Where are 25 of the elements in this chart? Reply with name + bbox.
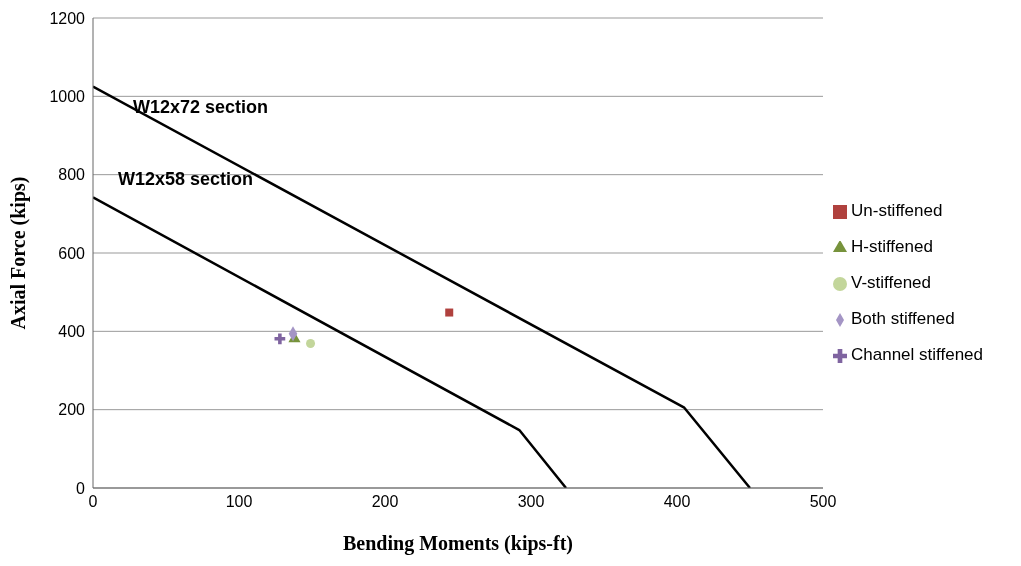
legend-label: Channel stiffened — [850, 345, 983, 364]
x-axis-title: Bending Moments (kips-ft) — [342, 532, 573, 555]
x-tick-label: 200 — [371, 493, 399, 511]
point — [306, 338, 316, 348]
x-tick-label: 400 — [663, 493, 691, 511]
y-tick-label: 400 — [58, 323, 86, 341]
legend-label: Both stiffened — [850, 309, 955, 328]
x-tick-label: 500 — [809, 493, 837, 511]
x-tick-label: 300 — [517, 493, 545, 511]
legend-label: H-stiffened — [850, 237, 933, 256]
x-tick-label: 100 — [225, 493, 253, 511]
y-tick-label: 0 — [76, 479, 86, 497]
y-tick-label: 1000 — [49, 88, 86, 106]
y-tick-label: 200 — [58, 401, 86, 419]
annotation: W12x58 section — [118, 169, 254, 190]
point — [445, 308, 454, 317]
legend-label: Un-stiffened — [850, 201, 943, 220]
y-tick-label: 800 — [58, 166, 86, 184]
annotation: W12x72 section — [133, 96, 269, 117]
y-tick-label: 1200 — [49, 9, 86, 27]
point — [274, 333, 286, 345]
y-axis-title: Axial Force (kips) — [7, 176, 31, 330]
legend-label: V-stiffened — [850, 273, 932, 292]
x-tick-label: 0 — [88, 493, 98, 511]
y-tick-label: 600 — [58, 244, 86, 262]
